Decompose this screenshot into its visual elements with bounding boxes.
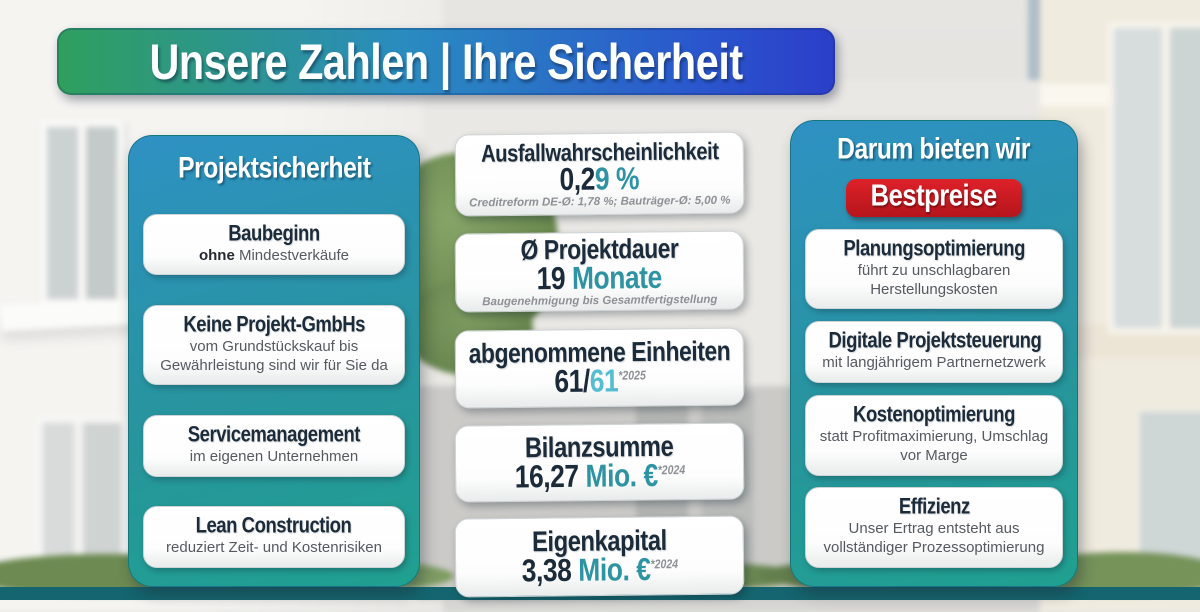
card-title: Kostenoptimierung [853,402,1015,427]
card-effizienz: Effizienz Unser Ertrag entsteht aus voll… [805,487,1063,568]
stat-footnote: Creditreform DE-Ø: 1,78 %; Bauträger-Ø: … [469,194,731,210]
stat-value-number: 3,38 [521,553,579,589]
stat-value: 0,29 % [559,161,640,198]
stat-value-highlight: 61 [589,363,618,399]
stat-footnote: Baugenehmigung bis Gesamtfertigstellung [482,294,718,309]
card-lean-construction: Lean Construction reduziert Zeit- und Ko… [143,506,405,568]
window-right-large [1108,22,1200,334]
card-subtitle: mit langjährigem Partnernetzwerk [822,354,1046,372]
card-servicemanagement: Servicemanagement im eigenen Unternehmen [143,414,405,477]
stat-card-abgenommene-einheiten: abgenommene Einheiten 61/61*2025 [454,327,745,409]
bestpreise-badge-label: Bestpreise [870,178,998,213]
bestpreise-badge: Bestpreise [846,178,1022,217]
card-title: Planungsoptimierung [843,236,1025,261]
card-subtitle: im eigenen Unternehmen [189,447,359,465]
stat-value: 16,27 Mio. €*2024 [514,458,685,495]
left-panel-title: Projektsicherheit [177,151,371,184]
card-planungsoptimierung: Planungsoptimierung führt zu unschlagbar… [805,228,1063,310]
stat-value: 61/61*2025 [553,363,646,400]
stat-value-number: 16,27 [514,459,586,495]
card-subtitle: vom Grundstückskauf bis Gewährleistung s… [160,337,388,374]
card-subtitle-bold: ohne [198,246,235,264]
page-title: Unsere Zahlen | Ihre Sicherheit [149,33,743,90]
card-keine-projekt-gmbhs: Keine Projekt-GmbHs vom Grundstückskauf … [143,304,405,386]
card-subtitle: führt zu unschlagbaren Herstellungskoste… [857,261,1011,298]
stat-value-number: 19 [536,261,573,297]
card-title: Baubeginn [228,220,320,246]
card-title: Keine Projekt-GmbHs [183,312,365,337]
title-banner: Unsere Zahlen | Ihre Sicherheit [57,28,835,95]
panel-projektsicherheit: Projektsicherheit Baubeginn ohne Mindest… [128,135,420,587]
stat-value-unit: Mio. € [584,458,658,495]
card-digitale-projektsteuerung: Digitale Projektsteuerung mit langjährig… [805,321,1063,384]
card-subtitle: ohne Mindestverkäufe [152,247,396,266]
stat-card-ausfallwahrscheinlichkeit: Ausfallwahrscheinlichkeit 0,29 % Creditr… [454,131,745,217]
window-left-upper [40,120,124,306]
stat-year-note: *2025 [617,367,646,383]
stat-value-unit: 9 % [594,161,640,197]
card-baubeginn: Baubeginn ohne Mindestverkäufe [143,213,405,276]
card-kostenoptimierung: Kostenoptimierung statt Profitmaximierun… [805,395,1063,476]
stat-year-note: *2024 [657,462,685,478]
card-subtitle: statt Profitmaximierung, Umschlag vor Ma… [819,428,1049,464]
card-subtitle: Unser Ertrag entsteht aus vollständiger … [823,520,1045,557]
stat-value-unit: Mio. € [577,552,651,589]
stat-value-number: 61/ [553,363,590,400]
card-title: Effizienz [898,494,970,520]
stat-value-unit: Monate [572,260,663,297]
right-panel-title: Darum bieten wir [837,132,1031,165]
stat-value: 3,38 Mio. €*2024 [521,552,678,589]
card-title: Lean Construction [196,513,352,538]
stat-card-eigenkapital: Eigenkapital 3,38 Mio. €*2024 [454,515,745,598]
stat-card-projektdauer: Ø Projektdauer 19 Monate Baugenehmigung … [454,230,745,313]
card-title: Digitale Projektsteuerung [828,328,1042,353]
panel-bestpreise: Darum bieten wir Bestpreise Planungsopti… [790,120,1078,587]
stat-card-bilanzsumme: Bilanzsumme 16,27 Mio. €*2024 [454,422,745,503]
stat-year-note: *2024 [650,556,678,572]
card-title: Servicemanagement [187,422,361,447]
stat-value: 19 Monate [536,260,663,297]
card-subtitle: reduziert Zeit- und Kostenrisiken [166,539,382,557]
card-subtitle-text: Mindestverkäufe [234,246,350,264]
stat-value-number: 0,2 [559,161,596,198]
